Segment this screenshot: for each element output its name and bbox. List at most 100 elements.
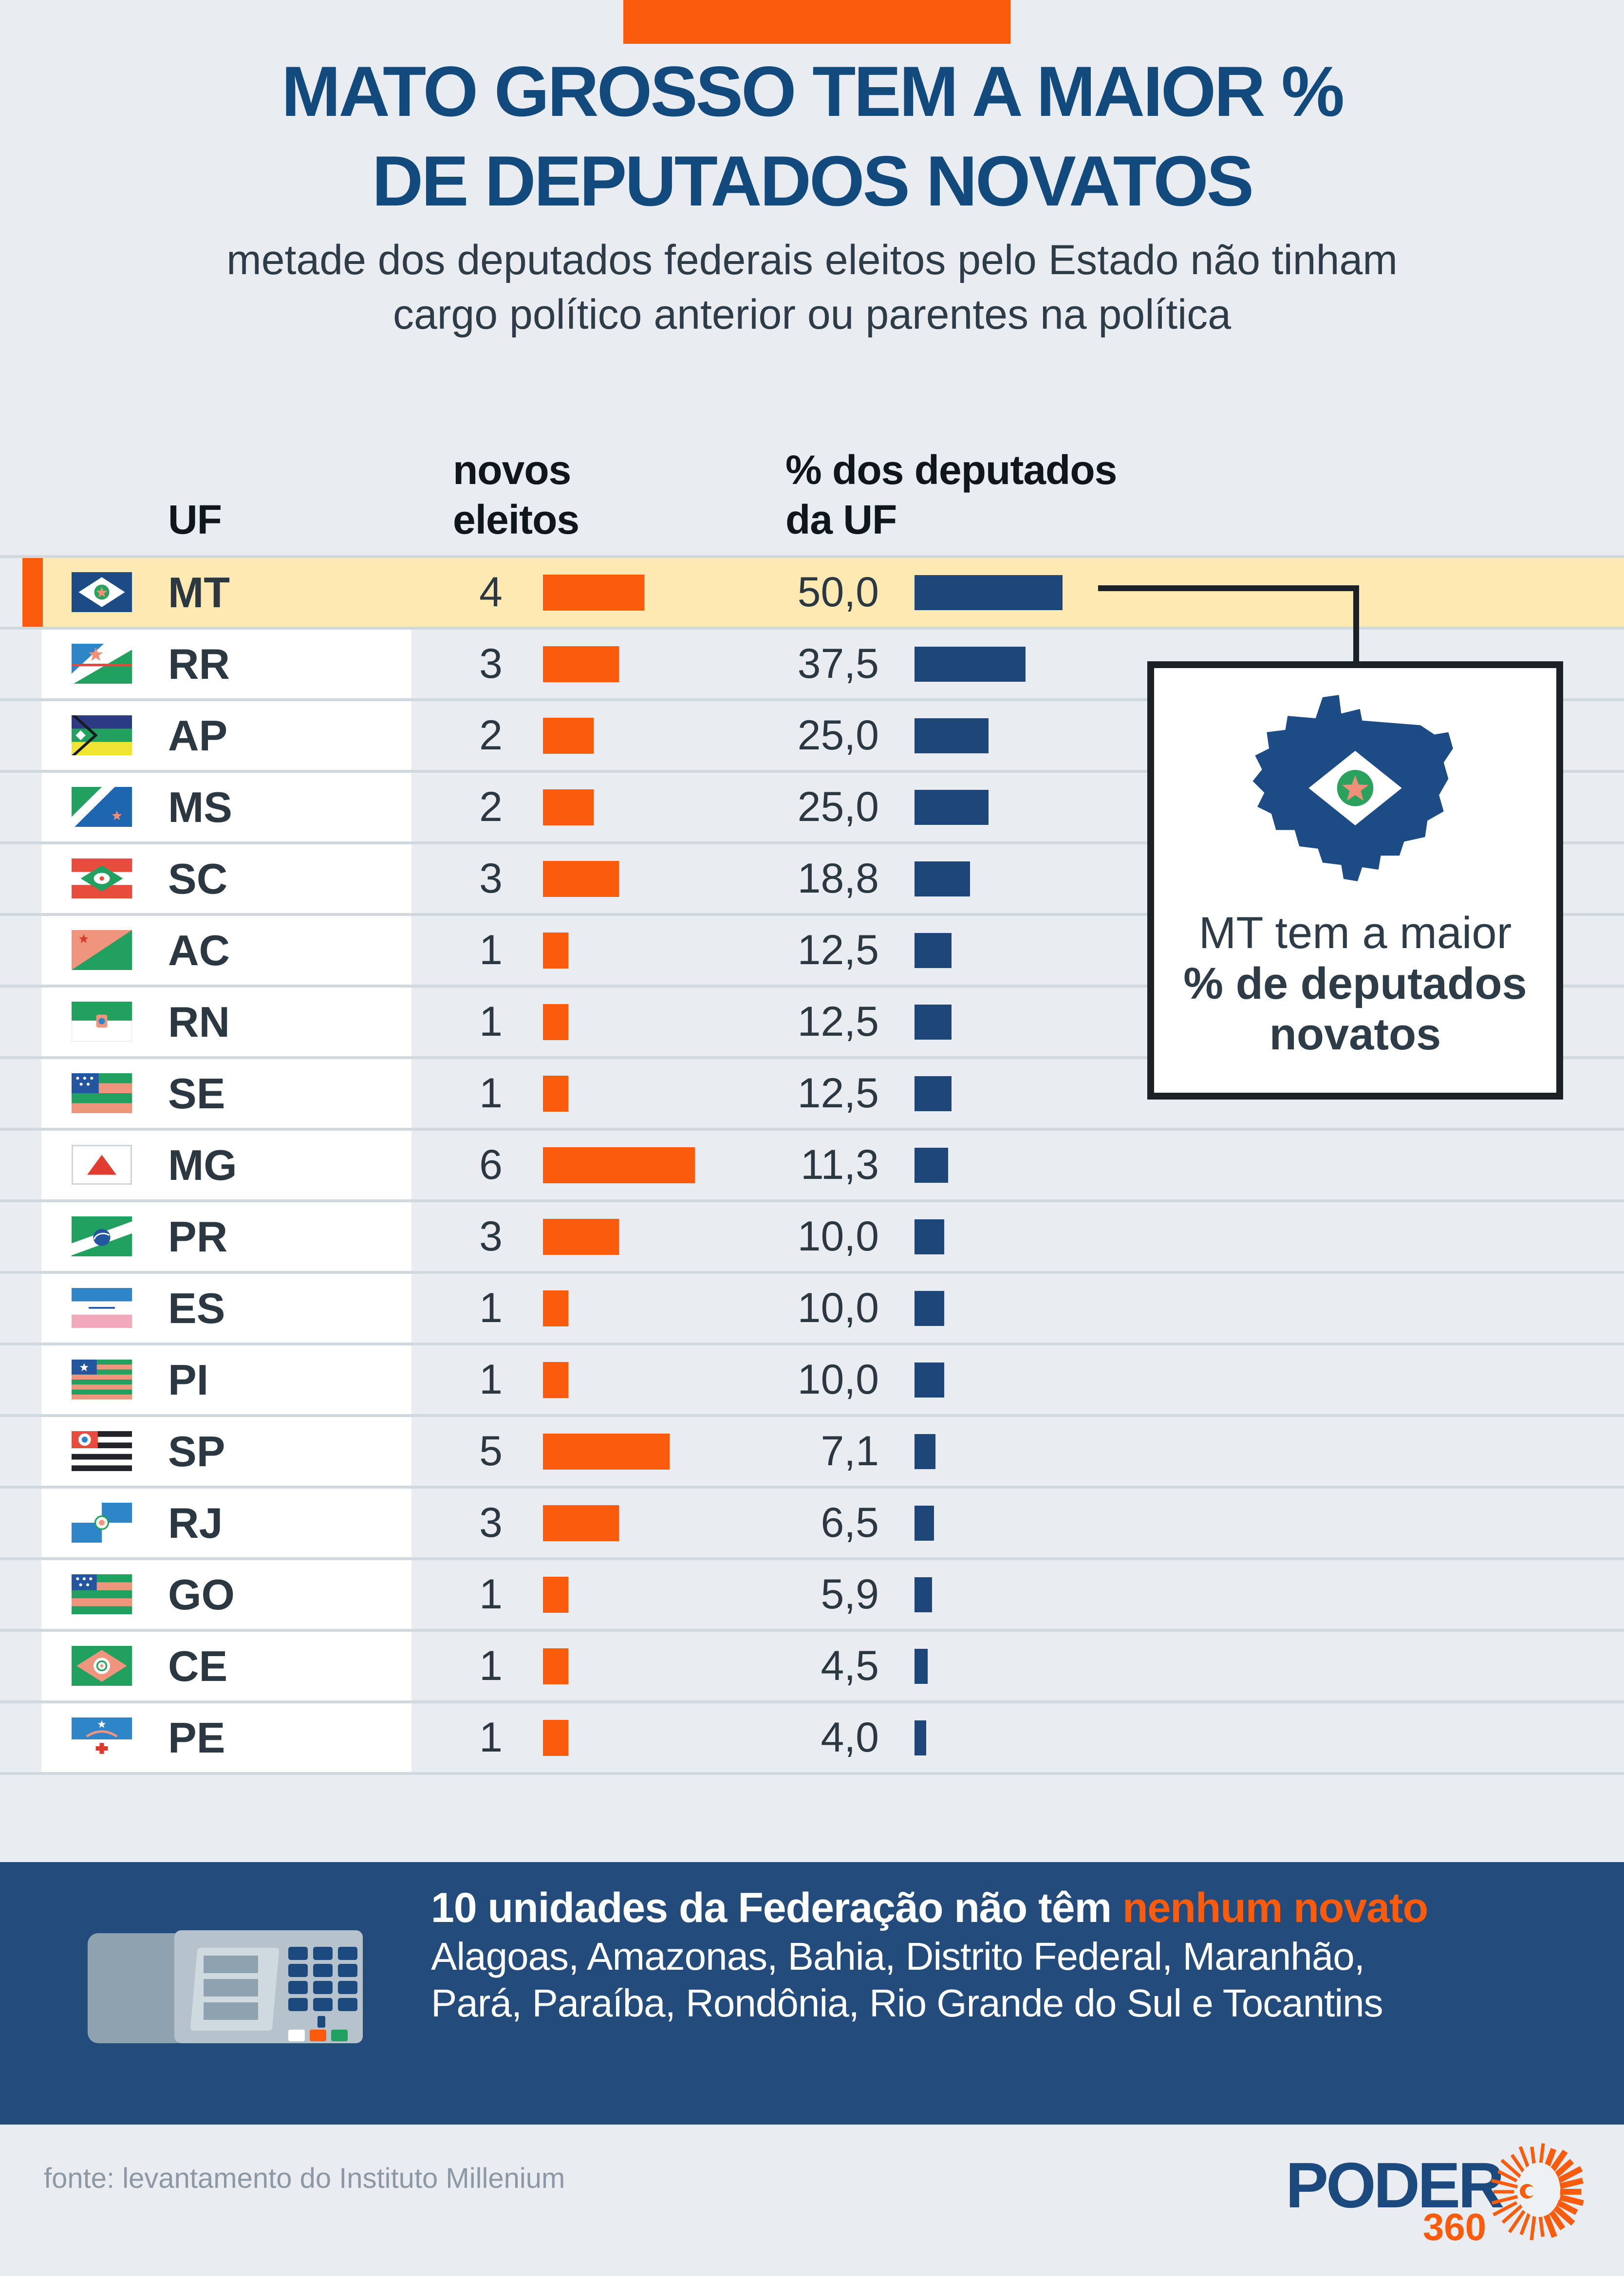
table-row: MG 6 11,3	[0, 1131, 1624, 1202]
state-flag-icon	[72, 644, 132, 684]
banner-text: 10 unidades da Federação não têm nenhum …	[431, 1883, 1428, 2027]
state-flag-icon	[72, 1360, 132, 1399]
banner-headline: 10 unidades da Federação não têm nenhum …	[431, 1884, 1428, 1931]
pct-bar	[915, 1005, 952, 1040]
pct-bar	[915, 1649, 928, 1684]
page-subtitle-line2: cargo político anterior ou parentes na p…	[392, 291, 1232, 338]
highlight-accent-bar	[22, 558, 43, 627]
novos-eleitos-value: 5	[479, 1428, 503, 1474]
state-code: MT	[168, 568, 230, 616]
pct-value: 18,8	[797, 855, 879, 902]
pct-bar	[915, 861, 970, 896]
callout-connector-vertical	[1353, 585, 1359, 668]
table-row: RN 1 12,5	[0, 988, 1624, 1059]
state-code: AP	[168, 711, 228, 760]
state-flag-icon	[72, 572, 132, 612]
column-header-novos-eleitos: novos eleitos	[453, 447, 579, 542]
pct-bar	[915, 933, 952, 968]
state-flag-icon	[72, 787, 132, 827]
poder360-logo-text: PODER	[1286, 2149, 1504, 2221]
state-code: AC	[168, 926, 230, 974]
table-row: PE 1 4,0	[0, 1703, 1624, 1775]
novos-eleitos-value: 3	[479, 1213, 503, 1260]
page-subtitle-line1: metade dos deputados federais eleitos pe…	[226, 237, 1398, 283]
state-flag-icon	[72, 1288, 132, 1328]
state-flag-icon	[72, 715, 132, 755]
state-flag-icon	[72, 1574, 132, 1614]
column-header-pct-deputados: % dos deputados da UF	[785, 447, 1117, 542]
bottom-banner: 10 unidades da Federação não têm nenhum …	[0, 1862, 1624, 2125]
state-code: SC	[168, 855, 228, 903]
pct-value: 25,0	[797, 784, 879, 830]
pct-bar	[915, 575, 1063, 610]
page-title-line1: MATO GROSSO TEM A MAIOR %	[281, 52, 1344, 131]
column-header-uf: UF	[168, 497, 222, 542]
banner-states-line2: Pará, Paraíba, Rondônia, Rio Grande do S…	[431, 1981, 1383, 2025]
novos-eleitos-value: 6	[479, 1141, 503, 1188]
sunburst-icon	[1491, 2143, 1584, 2240]
banner-headline-highlight: nenhum novato	[1122, 1884, 1428, 1931]
callout-line1: MT tem a maior	[1198, 908, 1512, 958]
pct-value: 10,0	[797, 1356, 879, 1403]
novos-eleitos-bar	[543, 1076, 568, 1112]
mt-state-map-icon	[1233, 686, 1477, 900]
state-code: SP	[168, 1427, 225, 1475]
novos-eleitos-bar	[543, 1219, 619, 1255]
table-rows: MT 4 50,0 RR 3 37,5 AP 2 25,0 MS 2 25,0	[0, 558, 1624, 1775]
pct-bar	[915, 1219, 944, 1254]
novos-eleitos-bar	[543, 1720, 568, 1756]
pct-value: 12,5	[797, 1070, 879, 1117]
table-row: PR 3 10,0	[0, 1202, 1624, 1274]
mt-callout-box: MT tem a maior % de deputados novatos	[1147, 661, 1563, 1100]
novos-eleitos-bar	[543, 1290, 568, 1326]
pct-value: 7,1	[821, 1428, 879, 1474]
table-row: RR 3 37,5	[0, 630, 1624, 701]
state-flag-icon	[72, 1431, 132, 1471]
state-code: PI	[168, 1356, 209, 1404]
table-row: ES 1 10,0	[0, 1274, 1624, 1345]
novos-eleitos-bar	[543, 718, 594, 754]
page-title-line2: DE DEPUTADOS NOVATOS	[372, 141, 1254, 221]
pct-value: 37,5	[797, 640, 879, 687]
novos-eleitos-bar	[543, 1577, 568, 1613]
novos-eleitos-value: 1	[479, 998, 503, 1045]
table-row: SP 5 7,1	[0, 1417, 1624, 1489]
novos-eleitos-bar	[543, 789, 594, 825]
state-code: RN	[168, 998, 230, 1046]
callout-line2: % de deputados	[1183, 959, 1527, 1008]
novos-eleitos-value: 1	[479, 1642, 503, 1689]
voting-machine-icon	[88, 1930, 363, 2043]
novos-eleitos-bar	[543, 861, 619, 897]
state-code: MG	[168, 1141, 237, 1189]
pct-value: 25,0	[797, 712, 879, 759]
novos-eleitos-value: 1	[479, 1070, 503, 1117]
novos-eleitos-value: 1	[479, 1571, 503, 1618]
pct-value: 5,9	[821, 1571, 879, 1618]
pct-value: 10,0	[797, 1285, 879, 1331]
novos-eleitos-value: 2	[479, 712, 503, 759]
callout-connector-horizontal	[1098, 585, 1359, 591]
pct-value: 12,5	[797, 927, 879, 973]
pct-bar	[915, 647, 1026, 682]
novos-eleitos-value: 3	[479, 1499, 503, 1546]
novos-eleitos-value: 1	[479, 1285, 503, 1331]
novos-eleitos-bar	[543, 646, 619, 682]
table-row: MT 4 50,0	[0, 558, 1624, 630]
pct-value: 12,5	[797, 998, 879, 1045]
state-flag-icon	[72, 858, 132, 898]
novos-eleitos-bar	[543, 1147, 695, 1183]
table-row: PI 1 10,0	[0, 1345, 1624, 1417]
source-note: fonte: levantamento do Instituto Milleni…	[44, 2163, 565, 2194]
novos-eleitos-value: 1	[479, 1714, 503, 1761]
pct-value: 4,5	[821, 1642, 879, 1689]
novos-eleitos-value: 1	[479, 927, 503, 973]
novos-eleitos-value: 3	[479, 855, 503, 902]
novos-eleitos-value: 3	[479, 640, 503, 687]
pct-value: 4,0	[821, 1714, 879, 1761]
table-row: SC 3 18,8	[0, 844, 1624, 916]
novos-eleitos-bar	[543, 1648, 568, 1684]
row-left-cell	[43, 558, 1624, 627]
state-flag-icon	[72, 1717, 132, 1757]
pct-bar	[915, 1148, 948, 1183]
table-row: AP 2 25,0	[0, 701, 1624, 773]
